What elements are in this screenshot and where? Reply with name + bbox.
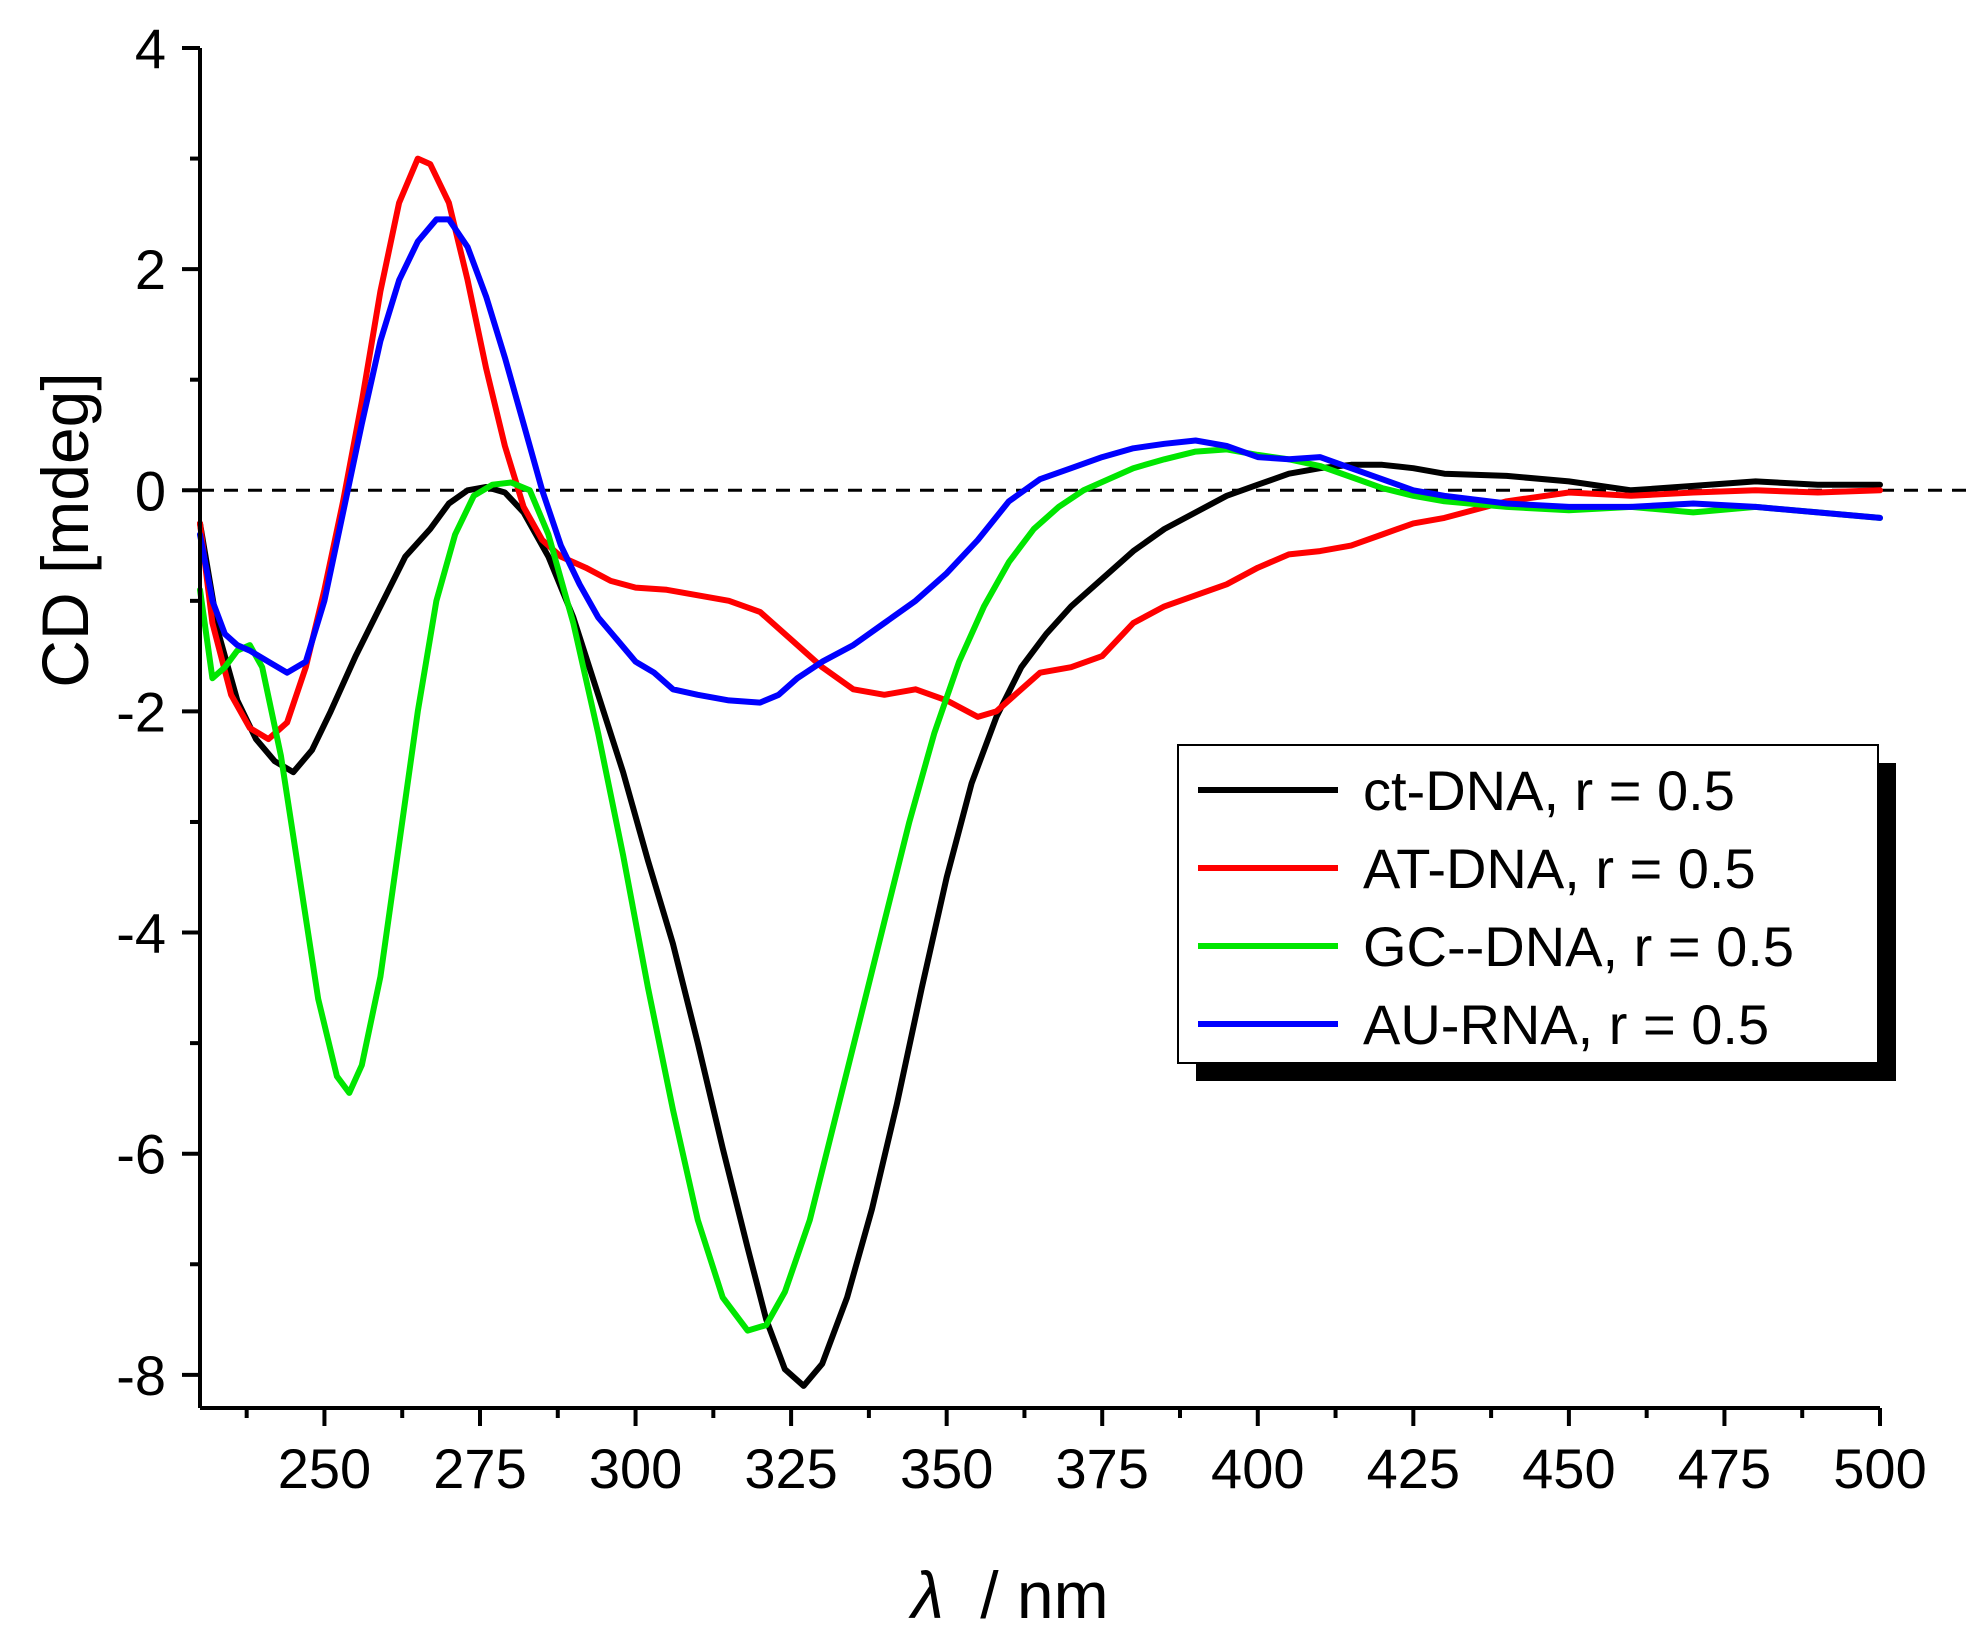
series-line-1 (197, 155, 1883, 743)
x-axis-title: λ / nm (908, 1558, 1108, 1628)
legend-label-0: ct-DNA, r = 0.5 (1363, 759, 1735, 822)
y-tick-label: -2 (116, 680, 166, 743)
x-tick-label: 350 (900, 1437, 993, 1500)
series-line-2 (197, 446, 1883, 1334)
x-tick-label: 275 (433, 1437, 526, 1500)
y-tick-label: 0 (135, 459, 166, 522)
ticks: 4 2 0 -2 -4 -6 -8 250 275 300 325 350 375 400 425 450 47… (116, 17, 1927, 1500)
x-axis-unit: / nm (980, 1558, 1108, 1628)
x-tick-label: 400 (1211, 1437, 1304, 1500)
x-tick-label: 425 (1367, 1437, 1460, 1500)
x-axis-symbol: λ (908, 1558, 943, 1628)
y-tick-label: 2 (135, 238, 166, 301)
y-tick-label: -6 (116, 1123, 166, 1186)
y-axis-title: CD [mdeg] (28, 372, 102, 687)
plot-lines (197, 155, 1975, 1389)
y-tick-label: 4 (135, 17, 166, 80)
legend-label-3: AU-RNA, r = 0.5 (1363, 993, 1769, 1056)
legend-label-1: AT-DNA, r = 0.5 (1363, 837, 1756, 900)
series-line-3 (197, 216, 1883, 706)
x-tick-label: 450 (1522, 1437, 1615, 1500)
axes (198, 48, 1880, 1410)
series-line-0 (197, 461, 1883, 1389)
y-tick-label: -8 (116, 1344, 166, 1407)
legend-label-2: GC--DNA, r = 0.5 (1363, 915, 1794, 978)
legend-box (1177, 744, 1879, 1064)
x-tick-label: 250 (278, 1437, 371, 1500)
x-tick-label: 500 (1833, 1437, 1926, 1500)
legend: ct-DNA, r = 0.5 AT-DNA, r = 0.5 GC--DNA, r… (1177, 744, 1896, 1081)
x-tick-label: 325 (744, 1437, 837, 1500)
x-tick-label: 375 (1056, 1437, 1149, 1500)
y-tick-label: -4 (116, 902, 166, 965)
x-tick-label: 300 (589, 1437, 682, 1500)
x-tick-label: 475 (1678, 1437, 1771, 1500)
